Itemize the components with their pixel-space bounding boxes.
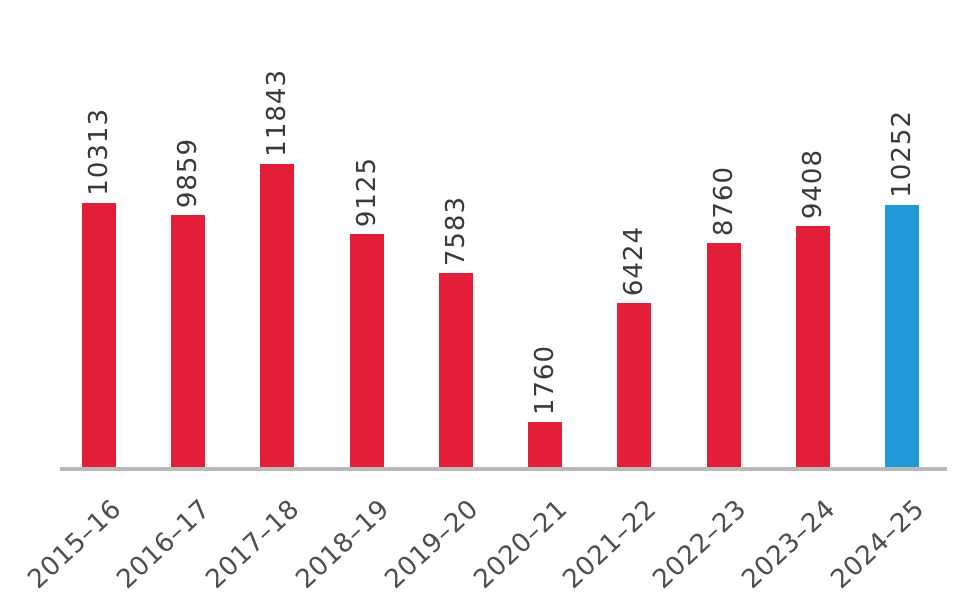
bar-value-label: 10252 [887,110,918,198]
bar-value-label: 10313 [83,108,114,196]
x-tick-label: 2016–17 [111,494,217,595]
bar-column: 9859 [143,0,232,467]
bar-value-label: 7583 [440,195,471,266]
x-tick-label: 2022–23 [647,494,753,595]
bar-2020-21 [528,422,563,467]
x-tick-label: 2023–24 [736,494,842,595]
x-tick-label: 2021–22 [557,494,663,595]
bar-value-label: 9125 [351,156,382,227]
bar-column: 8760 [679,0,768,467]
bar-2018-19 [349,234,384,467]
x-axis-line [60,467,947,471]
x-tick-label: 2015–16 [21,494,128,595]
bar-2019-20 [438,273,473,467]
bar-column: 9408 [768,0,857,467]
bar-2021-22 [617,303,652,467]
x-tick-label: 2017–18 [200,494,306,595]
bar-column: 11843 [233,0,322,467]
bar-value-label: 8760 [708,165,739,236]
x-tick-label: 2024–25 [825,494,931,595]
bar-2022-23 [706,243,741,467]
plot-area: 10313 9859 11843 9125 7583 1760 6424 8760 9408 10… [54,0,947,467]
bar-2024-25 [885,205,920,467]
bar-column: 10252 [858,0,947,467]
bar-column: 9125 [322,0,411,467]
bar-value-label: 9408 [798,148,829,219]
x-tick-label: 2020–21 [468,494,574,595]
bar-2016-17 [170,215,205,467]
bar-value-label: 6424 [619,225,650,296]
bar-value-label: 9859 [172,137,203,208]
bar-column: 6424 [590,0,679,467]
bar-2023-24 [796,226,831,467]
bar-2015-16 [81,203,116,467]
bar-column: 1760 [500,0,589,467]
x-tick-label: 2018–19 [289,494,396,595]
bar-column: 10313 [54,0,143,467]
bar-value-label: 11843 [262,69,293,157]
bar-2017-18 [260,164,295,467]
bar-value-label: 1760 [530,344,561,415]
bar-column: 7583 [411,0,500,467]
x-tick-label: 2019–20 [379,494,485,595]
